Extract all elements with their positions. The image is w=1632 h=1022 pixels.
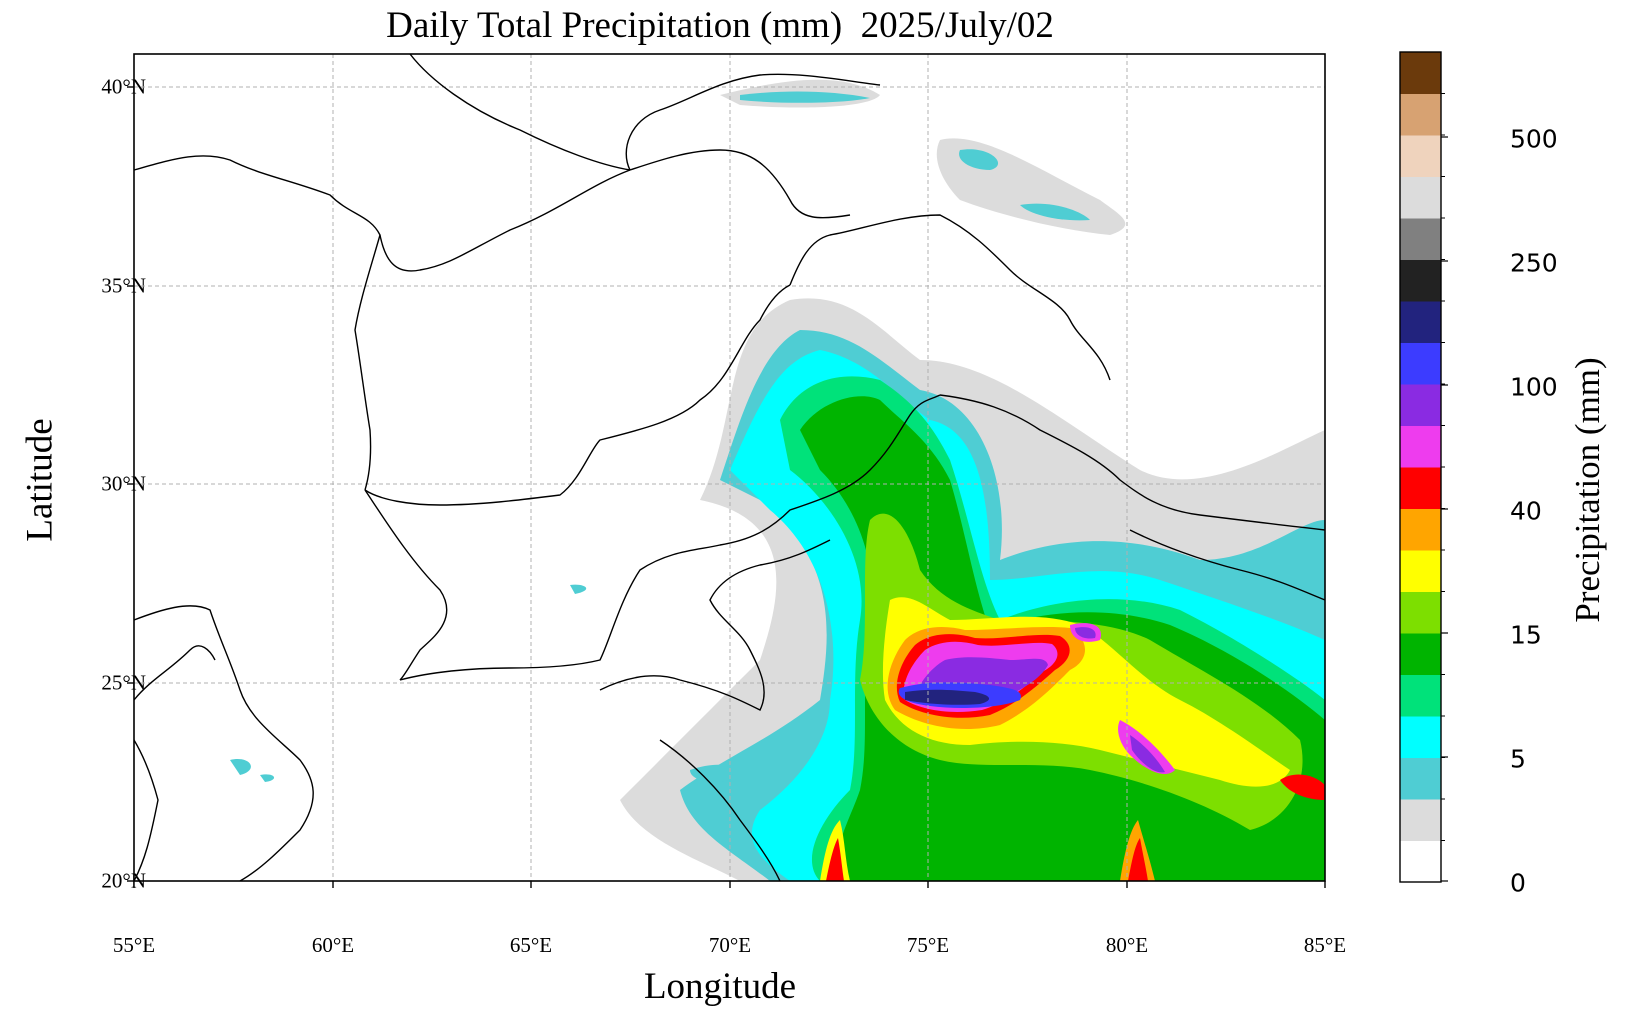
colorbar-segment [1400, 508, 1441, 551]
colorbar-segment [1400, 425, 1441, 468]
colorbar-segment [1400, 93, 1441, 136]
colorbar-tick-label: 40 [1510, 496, 1542, 526]
colorbar-frame [1399, 51, 1442, 883]
x-tick-label: 65°E [509, 933, 553, 957]
colorbar-ticks [1441, 136, 1448, 882]
colorbar-tick-label: 0 [1510, 868, 1526, 898]
colorbar-tick-label: 250 [1510, 248, 1558, 278]
colorbar-segment [1400, 259, 1441, 302]
colorbar-segment [1400, 674, 1441, 717]
x-tick-label: 75°E [906, 933, 950, 957]
colorbar [1400, 52, 1445, 883]
colorbar-tick-label: 15 [1510, 620, 1542, 650]
y-tick-label: 25°N [101, 670, 146, 695]
colorbar-segment [1400, 342, 1441, 385]
precipitation-field [230, 79, 1325, 881]
colorbar-segment [1400, 384, 1441, 426]
map-title: Daily Total Precipitation (mm) 2025/July… [386, 5, 1054, 46]
colorbar-tick-label: 5 [1510, 744, 1526, 774]
colorbar-segment [1400, 301, 1441, 343]
colorbar-segment [1400, 176, 1441, 219]
y-tick-label: 30°N [101, 471, 146, 496]
x-axis-label: Longitude [643, 966, 797, 1007]
x-tick-label: 60°E [311, 933, 355, 957]
colorbar-segment [1400, 550, 1441, 592]
colorbar-segment [1400, 218, 1441, 260]
x-tick-label: 70°E [708, 933, 752, 957]
country-borders [134, 54, 1325, 881]
colorbar-segment [1400, 757, 1441, 800]
colorbar-label: Precipitation (mm) [1568, 357, 1607, 623]
colorbar-segment [1400, 52, 1441, 94]
colorbar-tick-label: 500 [1510, 124, 1558, 154]
colorbar-segment [1400, 591, 1441, 634]
colorbar-segment [1400, 467, 1441, 509]
y-tick-label: 35°N [101, 273, 146, 298]
colorbar-segment [1400, 135, 1441, 177]
colorbar-segment [1400, 716, 1441, 758]
colorbar-segment [1400, 840, 1441, 883]
x-tick-label: 80°E [1105, 933, 1149, 957]
colorbar-segment [1400, 799, 1441, 841]
gridlines [134, 54, 1325, 881]
colorbar-segment [1400, 633, 1441, 675]
x-tick-label: 55°E [112, 933, 156, 957]
x-tick-label: 85°E [1303, 933, 1347, 957]
colorbar-tick-label: 100 [1510, 372, 1558, 402]
axis-ticks [127, 86, 1326, 888]
y-tick-label: 40°N [101, 74, 146, 99]
